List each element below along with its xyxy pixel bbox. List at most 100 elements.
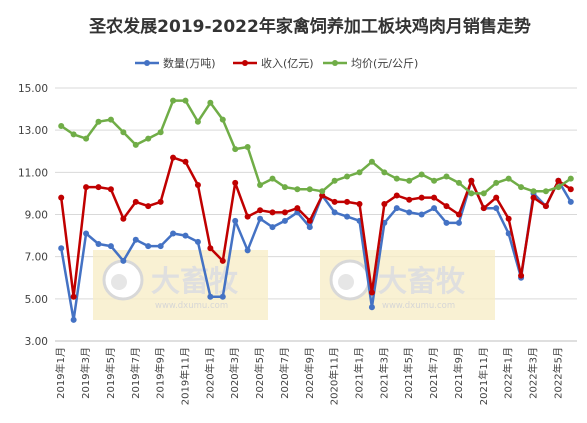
data-point [107, 116, 114, 123]
data-point [344, 213, 351, 220]
y-axis: 3.00 5.00 7.00 9.00 11.00 13.00 15.00 [18, 83, 48, 348]
data-point [70, 293, 77, 300]
data-point [542, 203, 549, 210]
data-point [443, 203, 450, 210]
x-tick-label: 2020年1月 [203, 347, 216, 399]
legend-item: 数量(万吨) [135, 57, 216, 70]
y-tick-label: 11.00 [18, 167, 48, 179]
data-point [219, 257, 226, 264]
data-point [269, 209, 276, 216]
legend-marker [242, 60, 248, 66]
data-point [493, 194, 500, 201]
data-point [207, 99, 214, 106]
data-point [107, 243, 114, 250]
data-point [83, 230, 90, 237]
legend-marker [332, 60, 338, 66]
x-tick-label: 2021年5月 [402, 347, 415, 399]
y-tick-label: 15.00 [18, 83, 48, 95]
data-point [269, 224, 276, 231]
x-tick-label: 2020年9月 [303, 347, 316, 399]
y-tick-label: 13.00 [18, 125, 48, 137]
data-point [319, 188, 326, 195]
data-point [269, 175, 276, 182]
data-point [418, 211, 425, 218]
data-point [294, 205, 301, 212]
x-tick-label: 2020年7月 [278, 347, 291, 399]
data-point [306, 224, 313, 231]
legend: 数量(万吨) 收入(亿元) 均价(元/公斤) [135, 56, 418, 70]
x-tick-label: 2021年3月 [377, 347, 390, 399]
data-point [368, 304, 375, 311]
data-point [232, 146, 239, 153]
data-point [480, 205, 487, 212]
data-point [182, 97, 189, 104]
x-tick-label: 2021年1月 [353, 347, 366, 399]
data-point [219, 116, 226, 123]
data-point [530, 188, 537, 195]
data-point [344, 173, 351, 180]
x-tick-label: 2019年5月 [104, 347, 117, 399]
data-point [120, 215, 127, 222]
watermark-url: www.dxumu.com [155, 301, 228, 311]
data-point [232, 179, 239, 186]
legend-label: 数量(万吨) [163, 57, 216, 70]
data-point [58, 245, 65, 252]
data-point [518, 272, 525, 279]
data-point [493, 179, 500, 186]
data-point [232, 217, 239, 224]
x-tick-label: 2022年1月 [502, 347, 515, 399]
data-point [70, 316, 77, 323]
watermark-logo-inner-icon [111, 274, 127, 290]
data-point [505, 230, 512, 237]
data-point [70, 131, 77, 138]
data-point [145, 135, 152, 142]
data-point [120, 257, 127, 264]
x-tick-label: 2021年9月 [452, 347, 465, 399]
data-point [257, 181, 264, 188]
data-point [431, 194, 438, 201]
data-point [455, 211, 462, 218]
data-point [306, 186, 313, 193]
data-point [567, 186, 574, 193]
series [58, 154, 574, 300]
data-point [182, 232, 189, 239]
data-point [194, 238, 201, 245]
data-point [567, 198, 574, 205]
data-point [120, 129, 127, 136]
x-tick-label: 2019年3月 [79, 347, 92, 399]
data-point [406, 209, 413, 216]
legend-label: 收入(亿元) [261, 56, 314, 70]
data-point [331, 209, 338, 216]
data-point [306, 217, 313, 224]
x-tick-label: 2020年5月 [253, 347, 266, 399]
data-point [331, 198, 338, 205]
y-tick-label: 7.00 [25, 252, 48, 264]
series [58, 97, 574, 197]
data-point [443, 173, 450, 180]
data-point [281, 217, 288, 224]
data-point [356, 200, 363, 207]
x-tick-label: 2021年7月 [427, 347, 440, 399]
data-point [567, 175, 574, 182]
data-point [132, 198, 139, 205]
data-point [393, 192, 400, 199]
data-point [157, 129, 164, 136]
data-point [157, 243, 164, 250]
data-point [468, 190, 475, 197]
x-tick-label: 2021年11月 [477, 347, 490, 405]
data-point [207, 293, 214, 300]
data-point [431, 205, 438, 212]
data-point [83, 184, 90, 191]
data-point [107, 186, 114, 193]
x-tick-label: 2020年3月 [228, 347, 241, 399]
data-point [170, 97, 177, 104]
data-point [257, 207, 264, 214]
data-point [219, 293, 226, 300]
data-point [157, 198, 164, 205]
legend-item: 均价(元/公斤) [323, 57, 418, 70]
data-point [95, 241, 102, 248]
data-point [393, 175, 400, 182]
